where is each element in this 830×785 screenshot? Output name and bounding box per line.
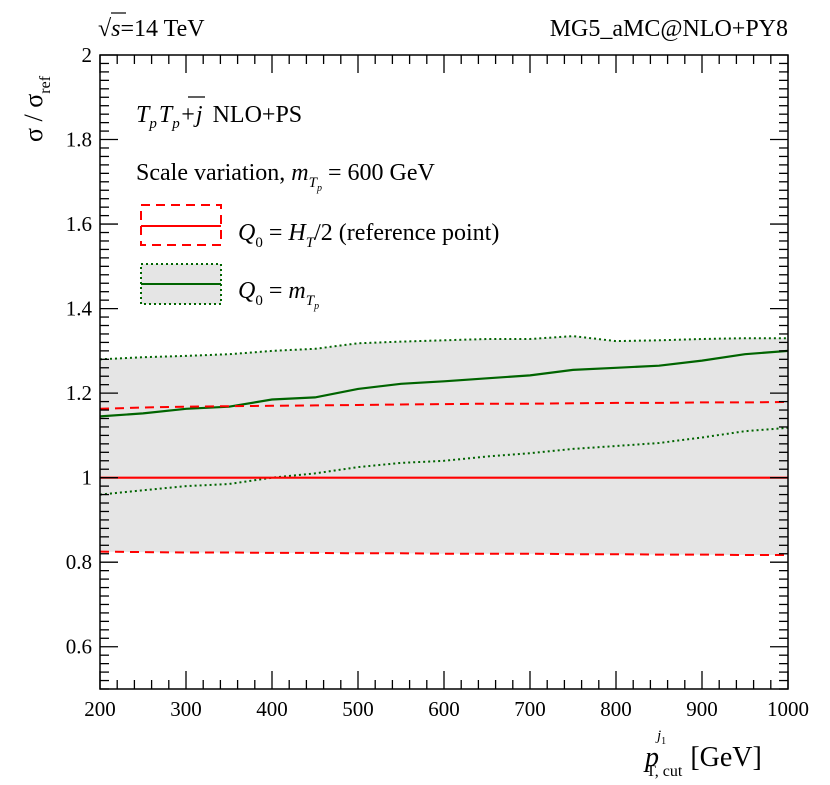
scale-variation-label: Scale variation, mTp= 600 GeV xyxy=(136,160,435,194)
mtp-band-lower xyxy=(99,426,789,496)
y-tick-label: 0.8 xyxy=(66,550,92,574)
x-tick-label: 300 xyxy=(170,697,202,721)
x-tick-label: 1000 xyxy=(767,697,809,721)
y-tick-label: 1.6 xyxy=(66,212,92,236)
y-tick-label: 1 xyxy=(82,466,93,490)
ref-band-upper xyxy=(99,401,789,410)
y-tick-label: 1.4 xyxy=(66,297,93,321)
x-tick-label: 400 xyxy=(256,697,288,721)
x-tick-label: 500 xyxy=(342,697,374,721)
generator-label: MG5_aMC@NLO+PY8 xyxy=(550,16,788,42)
y-axis-title: σ / σref xyxy=(19,75,54,142)
y-tick-label: 2 xyxy=(82,43,93,67)
axis-ticks xyxy=(99,54,789,690)
x-tick-label: 900 xyxy=(686,697,718,721)
mtp-band-fill xyxy=(100,336,788,555)
mtp-central-line xyxy=(99,349,789,418)
x-tick-label: 700 xyxy=(514,697,546,721)
x-axis-title: pj1 T, cut [GeV] xyxy=(643,728,762,780)
process-label: TpTp+j NLO+PS xyxy=(136,102,302,132)
ref-band-lower xyxy=(99,550,788,556)
energy-label: √s=14 TeV xyxy=(98,16,205,42)
series-layer xyxy=(99,335,789,556)
legend-entry-reference: Q0 = HT/2 (reference point) xyxy=(238,220,499,251)
y-tick-label: 1.2 xyxy=(66,381,92,405)
axis-tick-labels: 200 300 400 500 600 700 800 900 1000 0.6 0.8 1 1.2 1.… xyxy=(66,43,809,721)
y-tick-label: 0.6 xyxy=(66,635,92,659)
legend-entry-mtp: Q0 = mTp xyxy=(238,278,319,312)
x-tick-label: 200 xyxy=(84,697,116,721)
y-tick-label: 1.8 xyxy=(66,128,92,152)
x-tick-label: 800 xyxy=(600,697,632,721)
x-tick-label: 600 xyxy=(428,697,460,721)
